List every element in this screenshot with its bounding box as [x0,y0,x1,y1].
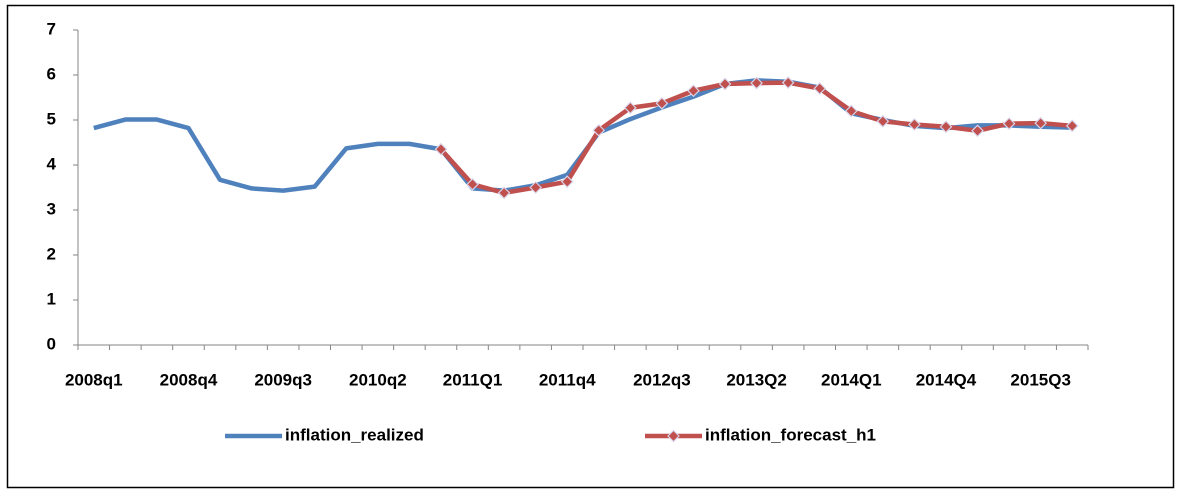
marker [655,97,669,110]
marker [750,76,763,90]
y-tick-label: 7 [47,19,56,38]
y-tick-label: 2 [47,244,56,263]
marker [876,115,890,128]
x-tick-label: 2011q4 [539,370,596,389]
x-tick-label: 2015Q3 [1010,370,1071,389]
marker [592,124,606,137]
legend-label: inflation_realized [285,425,424,444]
marker [971,124,984,138]
legend-marker [667,429,680,443]
x-tick-label: 2011Q1 [443,370,503,389]
legend-label: inflation_forecast_h1 [705,425,876,444]
x-tick-label: 2010q2 [349,370,407,389]
y-tick-label: 3 [47,199,56,218]
marker [434,142,448,156]
y-tick-label: 4 [47,154,57,173]
x-tick-label: 2009q3 [254,370,312,389]
marker [529,181,543,194]
marker [623,101,637,115]
marker [687,84,700,98]
y-tick-label: 5 [47,109,56,128]
marker [813,82,827,95]
marker [781,76,795,89]
marker [908,118,921,131]
chart-border [6,4,1175,489]
marker [718,77,732,91]
y-tick-label: 0 [47,334,56,353]
x-tick-label: 2008q1 [65,370,123,389]
marker [1065,119,1079,133]
y-tick-label: 6 [47,64,56,83]
x-tick-label: 2013Q2 [726,370,787,389]
y-tick-label: 1 [47,289,56,308]
marker [497,186,511,200]
x-tick-label: 2012q3 [633,370,691,389]
x-tick-label: 2008q4 [160,370,218,389]
marker [560,175,574,188]
marker [939,120,953,134]
x-tick-label: 2014Q1 [821,370,882,389]
marker [466,178,479,191]
marker [1034,116,1048,130]
marker [844,104,858,118]
marker [1002,117,1016,130]
x-tick-label: 2014Q4 [916,370,977,389]
